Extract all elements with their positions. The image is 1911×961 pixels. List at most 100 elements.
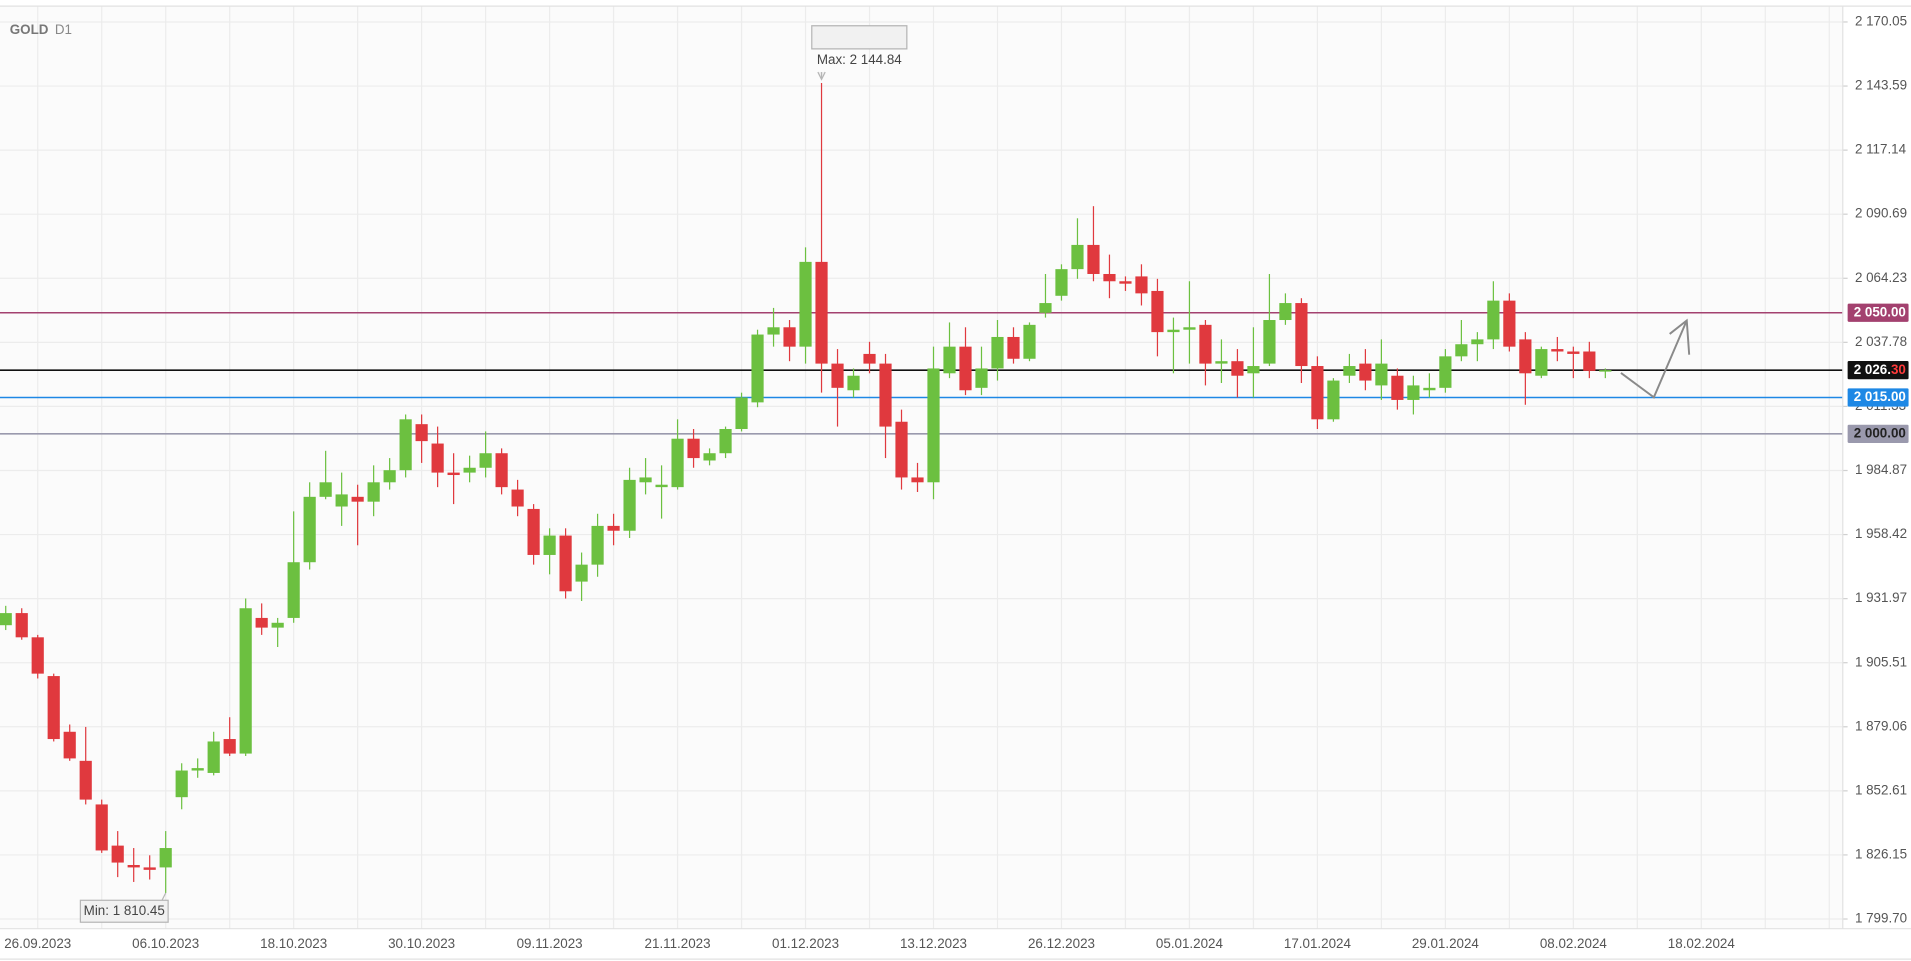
candle-body (79, 760, 92, 800)
candle-body (1055, 269, 1068, 296)
candle-body (0, 613, 12, 626)
candle-body (447, 472, 460, 476)
candle-body (991, 336, 1004, 369)
candle-body (959, 346, 972, 391)
candle-body (399, 419, 412, 471)
candle-body (1039, 303, 1052, 313)
candle-body (895, 421, 908, 478)
x-tick-label: 17.01.2024 (1284, 936, 1352, 951)
candle-body (1599, 370, 1612, 372)
candle-body (943, 346, 956, 374)
candle-body (1567, 351, 1580, 354)
candle-body (575, 564, 588, 582)
candle-body (911, 477, 924, 483)
x-tick-label: 26.09.2023 (4, 936, 71, 951)
candle-body (431, 443, 444, 473)
candle-body (671, 438, 684, 488)
candle-body (831, 363, 844, 388)
candle-body (1279, 303, 1292, 321)
candle-body (463, 467, 476, 473)
labels: 1 799.70 1 826.15 1 852.61 1 879.06 1 905.51… (4, 14, 1909, 951)
y-tick-label: 1 958.42 (1855, 526, 1907, 541)
candle-body (47, 676, 60, 740)
candle-body (223, 739, 236, 754)
x-tick-label: 05.01.2024 (1156, 936, 1224, 951)
candle-body (287, 562, 300, 618)
candle-body (623, 479, 636, 531)
candle-body (1359, 363, 1372, 381)
x-tick-label: 09.11.2023 (517, 936, 583, 951)
candle-body (719, 429, 732, 454)
candle-body (1327, 380, 1340, 420)
candle-body (799, 261, 812, 347)
candle-body (783, 327, 796, 347)
candle-body (271, 622, 284, 628)
candle-body (159, 848, 172, 868)
candle-body (559, 535, 572, 592)
annotation-box (79, 899, 169, 923)
y-tick-label: 1 826.15 (1855, 846, 1907, 861)
candle-body (1583, 351, 1596, 371)
candle-body (1071, 244, 1084, 270)
y-tick-label: 1 931.97 (1855, 590, 1907, 605)
candle-body (687, 438, 700, 459)
y-tick-label: 1 905.51 (1855, 654, 1907, 669)
y-tick-label: 1 879.06 (1855, 718, 1907, 733)
candle-body (319, 482, 332, 497)
candle-body (495, 453, 508, 488)
candle-body (1311, 366, 1324, 420)
y-tick-label: 1 799.70 (1855, 911, 1907, 926)
candle-body (527, 508, 540, 555)
annotation-label: Max: 2 144.84 (817, 52, 902, 67)
y-tick-label: 2 037.78 (1855, 334, 1907, 349)
candle-body (703, 453, 716, 461)
candle-body (335, 494, 348, 507)
candle-body (863, 353, 876, 364)
candle-body (1535, 349, 1548, 376)
candle-body (1375, 363, 1388, 386)
price-level-label: 2 000.00 (1854, 425, 1906, 440)
x-tick-label: 21.11.2023 (645, 936, 711, 951)
candle-body (175, 770, 188, 798)
candle-body (1391, 375, 1404, 400)
candle-body (511, 489, 524, 507)
candle-body (591, 525, 604, 565)
candle-body (1439, 356, 1452, 388)
candle-body (655, 484, 668, 488)
candle-body (1263, 320, 1276, 364)
x-tick-label: 18.02.2024 (1668, 936, 1736, 951)
candle-body (191, 768, 204, 771)
x-tick-label: 29.01.2024 (1412, 936, 1480, 951)
candle-body (927, 368, 940, 483)
candles (0, 83, 1612, 893)
candle-body (367, 482, 380, 502)
candle-body (63, 731, 76, 759)
plot-area (0, 6, 1843, 929)
candle-body (95, 804, 108, 851)
candle-body (1231, 361, 1244, 376)
candle-body (607, 525, 620, 531)
candle-body (1295, 303, 1308, 367)
candle-body (543, 535, 556, 555)
candle-body (1503, 300, 1516, 347)
candle-body (767, 327, 780, 335)
y-tick-label: 1 984.87 (1855, 462, 1907, 477)
candle-body (639, 477, 652, 483)
price-level-box (1847, 424, 1909, 443)
candle-body (1087, 244, 1100, 274)
drawing-arrow (1620, 318, 1691, 399)
x-tick-label: 06.10.2023 (132, 936, 199, 951)
candle-body (479, 453, 492, 468)
candle-body (143, 867, 156, 870)
candle-body (351, 496, 364, 502)
x-tick-label: 18.10.2023 (260, 936, 327, 951)
price-level-box (1847, 361, 1909, 380)
candle-body (975, 368, 988, 388)
arrow-path (1620, 320, 1688, 399)
symbol: GOLD (10, 22, 49, 37)
candle-body (1135, 276, 1148, 294)
candle-body (1023, 324, 1036, 359)
y-tick-label: 2 143.59 (1855, 78, 1907, 93)
y-tick-label: 2 064.23 (1855, 270, 1907, 285)
